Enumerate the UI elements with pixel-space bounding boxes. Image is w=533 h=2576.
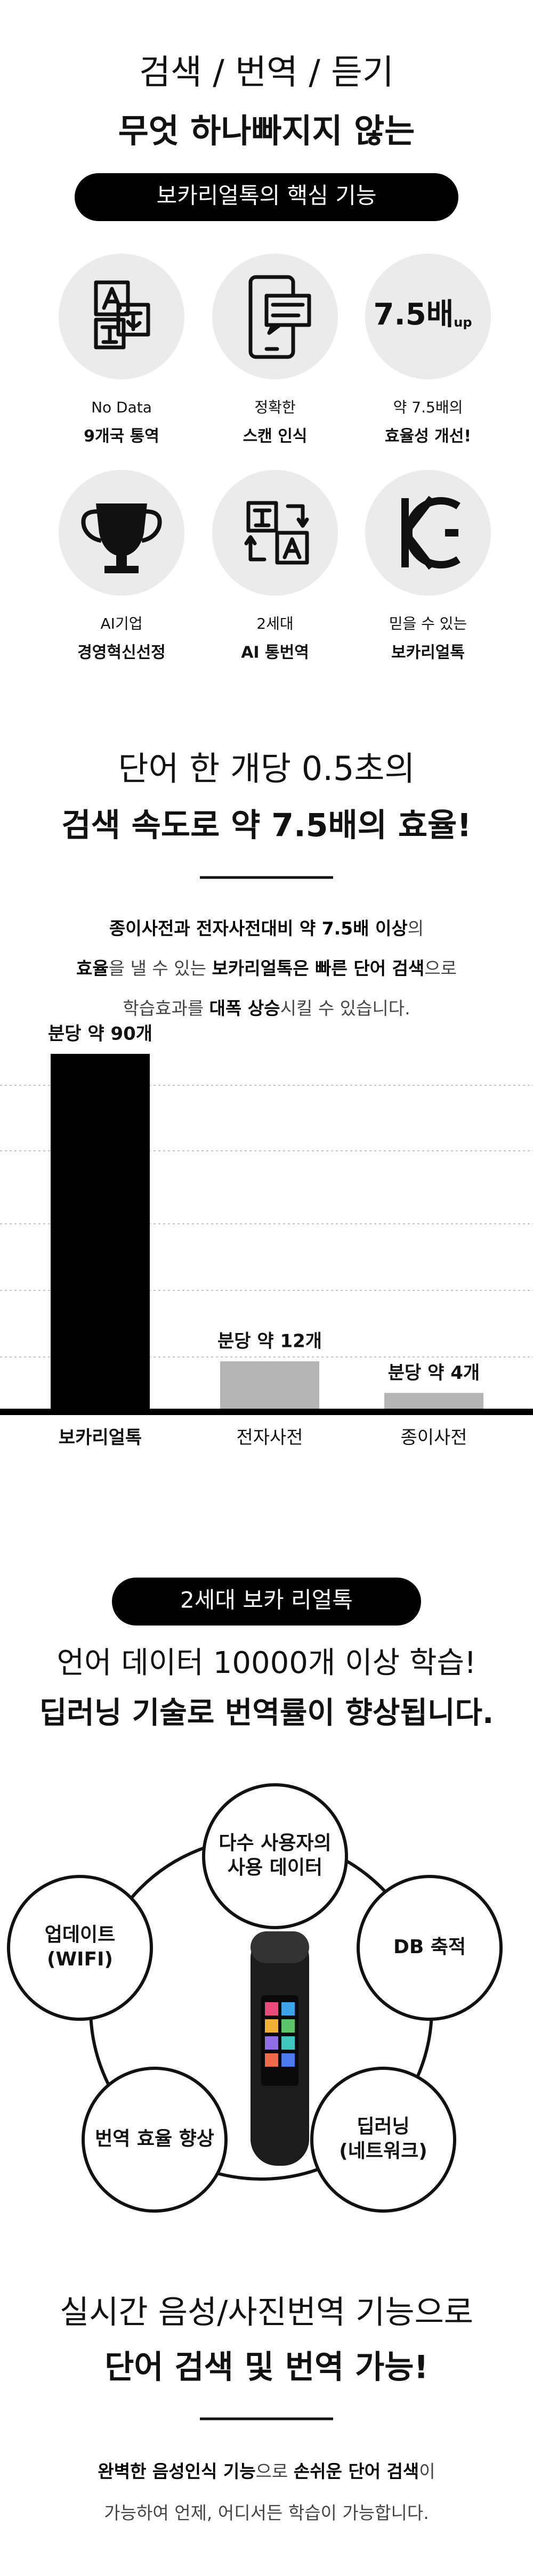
paragraph-segment: 완벽한 음성인식 기능 bbox=[98, 2461, 255, 2482]
header-badge: 보카리얼톡의 핵심 기능 bbox=[156, 183, 376, 209]
icon-bg bbox=[212, 470, 338, 596]
icon-bg bbox=[365, 254, 491, 379]
speed-title2: 검색 속도로 약 7.5배의 효율! bbox=[61, 807, 471, 844]
header-line1: 검색 / 번역 / 듣기 bbox=[139, 53, 394, 93]
speed-paragraph: 학습효과를 대폭 상승시킬 수 있습니다. bbox=[123, 998, 410, 1019]
realtime-title1: 실시간 음성/사진번역 기능으로 bbox=[60, 2294, 473, 2331]
diagram-node bbox=[7, 1875, 153, 2021]
feature-caption: AI기업 bbox=[101, 615, 143, 632]
x-tick-label: 전자사전 bbox=[236, 1427, 303, 1449]
header-badge-bg bbox=[75, 173, 458, 221]
icon-sup: up bbox=[454, 315, 472, 330]
scan-icon bbox=[248, 275, 311, 359]
kc-icon bbox=[401, 495, 461, 570]
gen2-title2: 딥러닝 기술로 번역률이 향상됩니다. bbox=[39, 1696, 494, 1730]
node-label: 딥러닝 bbox=[357, 2116, 409, 2138]
feature-label: 효율성 개선! bbox=[385, 427, 471, 446]
feature-label: 9개국 통역 bbox=[84, 427, 159, 446]
feature-label: 스캔 인식 bbox=[243, 427, 308, 446]
realtime-paragraph: 가능하여 언제, 어디서든 학습이 가능합니다. bbox=[104, 2502, 429, 2523]
bar-value-label: 분당 약 12개 bbox=[217, 1331, 322, 1352]
trophy-icon bbox=[81, 503, 162, 573]
paragraph-segment: 대폭 상승 bbox=[209, 998, 280, 1019]
feature-caption: 정확한 bbox=[254, 399, 295, 416]
bar-value-label: 분당 약 90개 bbox=[48, 1023, 152, 1045]
header-line2: 무엇 하나빠지지 않는 bbox=[118, 111, 415, 150]
gen2-badge-bg bbox=[112, 1578, 421, 1626]
paragraph-segment: 보카리얼톡은 빠른 단어 검색 bbox=[212, 958, 424, 979]
paragraph-segment: 종이사전과 전자사전대비 약 7.5배 이상 bbox=[109, 918, 408, 939]
node-label: 사용 데이터 bbox=[228, 1857, 322, 1879]
paragraph-segment: 을 낼 수 있는 bbox=[109, 958, 212, 979]
paragraph-segment: 시킬 수 있습니다. bbox=[280, 998, 410, 1019]
icon-main: 7.5배 bbox=[374, 297, 454, 332]
speed-paragraph: 효율을 낼 수 있는 보카리얼톡은 빠른 단어 검색으로 bbox=[76, 958, 457, 979]
feature-caption: 약 7.5배의 bbox=[393, 399, 463, 416]
feature-caption: No Data bbox=[91, 399, 152, 416]
icon-text: 7.5배up bbox=[374, 297, 472, 332]
speed-title1: 단어 한 개당 0.5초의 bbox=[118, 749, 415, 788]
diagram-node bbox=[357, 1875, 503, 2021]
x-tick-label: 종이사전 bbox=[400, 1427, 467, 1449]
x-tick-label: 보카리얼톡 bbox=[59, 1427, 142, 1449]
paragraph-segment: 가능하여 언제, 어디서든 학습이 가능합니다. bbox=[104, 2502, 429, 2523]
diagram-node bbox=[82, 2067, 228, 2213]
realtime-paragraph: 완벽한 음성인식 기능으로 손쉬운 단어 검색이 bbox=[98, 2461, 435, 2482]
node-label: 다수 사용자의 bbox=[219, 1832, 331, 1854]
paragraph-segment: 으로 bbox=[424, 958, 457, 979]
paragraph-segment: 학습효과를 bbox=[123, 998, 209, 1019]
translate-icon bbox=[94, 280, 150, 350]
paragraph-segment: 손쉬운 단어 검색 bbox=[294, 2461, 419, 2482]
icon-bg bbox=[365, 470, 491, 596]
device bbox=[251, 1931, 309, 2166]
icon-bg bbox=[59, 254, 184, 379]
feature-label: 경영혁신선정 bbox=[77, 644, 166, 662]
diagram-node bbox=[202, 1783, 348, 1929]
paragraph-segment: 으로 bbox=[256, 2461, 294, 2482]
bar bbox=[384, 1393, 483, 1409]
node-label: 업데이트 bbox=[45, 1924, 115, 1946]
paragraph-segment: 효율 bbox=[76, 958, 109, 979]
node-label: (네트워크) bbox=[339, 2140, 427, 2162]
node-label: (WIFI) bbox=[47, 1948, 113, 1970]
realtime-title2: 단어 검색 및 번역 가능! bbox=[104, 2349, 429, 2386]
bar bbox=[220, 1361, 319, 1409]
feature-caption: 2세대 bbox=[256, 615, 293, 632]
speed-paragraph: 종이사전과 전자사전대비 약 7.5배 이상의 bbox=[109, 918, 424, 939]
ai-translate-icon bbox=[244, 501, 309, 565]
feature-caption: 믿을 수 있는 bbox=[389, 615, 467, 632]
node-label: 번역 효율 향상 bbox=[95, 2128, 214, 2150]
paragraph-segment: 의 bbox=[408, 918, 424, 939]
feature-icons bbox=[59, 254, 491, 596]
feature-label: AI 통번역 bbox=[241, 644, 309, 662]
bar-value-label: 분당 약 4개 bbox=[388, 1362, 480, 1384]
gen2-title1: 언어 데이터 10000개 이상 학습! bbox=[57, 1646, 477, 1680]
bar bbox=[51, 1054, 150, 1409]
paragraph-segment: 이 bbox=[419, 2461, 435, 2482]
node-label: DB 축적 bbox=[393, 1936, 466, 1958]
diagram-node bbox=[310, 2067, 456, 2213]
gen2-badge: 2세대 보카 리얼톡 bbox=[180, 1587, 353, 1613]
feature-label: 보카리얼톡 bbox=[391, 644, 465, 662]
